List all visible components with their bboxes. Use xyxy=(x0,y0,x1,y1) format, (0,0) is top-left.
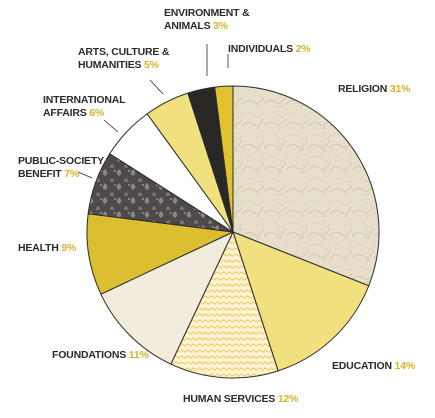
slice-percent-arts-culture-humanities: 5% xyxy=(141,59,159,71)
slice-percent-religion: 31% xyxy=(387,83,411,95)
slice-label-religion: RELIGION 31% xyxy=(338,83,411,95)
slice-percent-public-society-benefit: 7% xyxy=(62,168,80,180)
slice-label-human-services: HUMAN SERVICES 12% xyxy=(183,393,299,405)
leader-line-arts-culture-humanities xyxy=(149,79,164,95)
leader-line-public-society-benefit xyxy=(77,171,93,179)
slice-percent-education: 14% xyxy=(392,360,416,372)
leader-line-international-affairs xyxy=(103,119,119,133)
slice-percent-individuals: 2% xyxy=(293,43,311,55)
slice-label-education: EDUCATION 14% xyxy=(332,360,416,372)
pie-slice-human-services xyxy=(170,230,279,379)
slice-percent-environment-animals: 3% xyxy=(210,20,228,32)
slice-percent-international-affairs: 6% xyxy=(87,107,105,119)
slice-label-international-affairs: INTERNATIONAL AFFAIRS 6% xyxy=(43,94,126,119)
slice-percent-foundations: 11% xyxy=(126,349,149,361)
pie-slice-individuals xyxy=(214,85,234,233)
slice-label-environment-animals: ENVIRONMENT & ANIMALS 3% xyxy=(164,7,250,32)
slice-percent-health: 9% xyxy=(59,242,77,254)
slice-percent-human-services: 12% xyxy=(275,393,299,405)
slice-label-health: HEALTH 9% xyxy=(18,242,77,254)
pie-slice-foundations xyxy=(100,230,235,365)
pie-slice-religion xyxy=(232,85,380,287)
pie-slice-health xyxy=(86,213,235,295)
slice-label-arts-culture-humanities: ARTS, CULTURE & HUMANITIES 5% xyxy=(78,46,170,71)
slice-label-foundations: FOUNDATIONS 11% xyxy=(52,349,149,361)
slice-label-public-society-benefit: PUBLIC-SOCIETY BENEFIT 7% xyxy=(18,155,104,180)
slice-label-individuals: INDIVIDUALS 2% xyxy=(228,43,311,55)
